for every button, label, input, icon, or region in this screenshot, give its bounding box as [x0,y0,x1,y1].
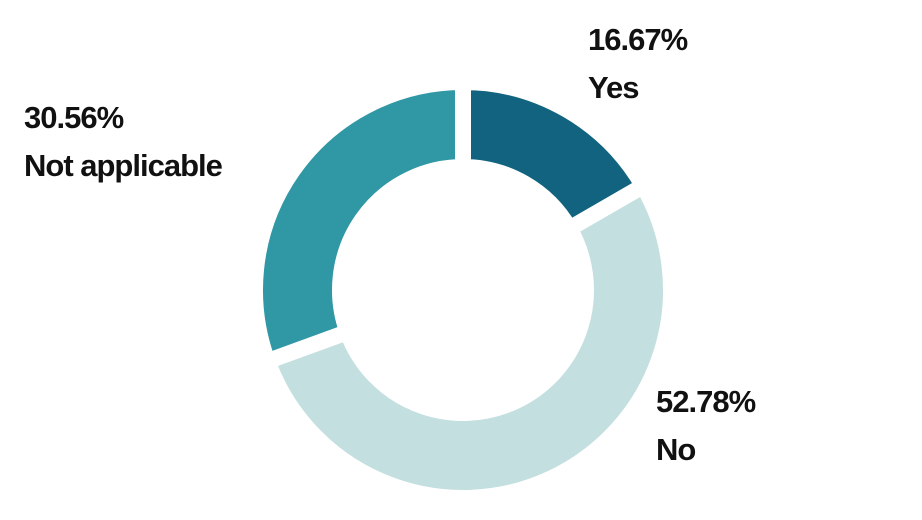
category-label: Yes [588,70,638,105]
value-label: 30.56% [24,100,124,135]
category-label: No [656,432,695,467]
value-label: 16.67% [588,22,688,57]
category-label: Not applicable [24,148,223,183]
donut-segment [257,175,679,506]
value-label: 52.78% [656,384,756,419]
donut-segment [247,73,471,372]
